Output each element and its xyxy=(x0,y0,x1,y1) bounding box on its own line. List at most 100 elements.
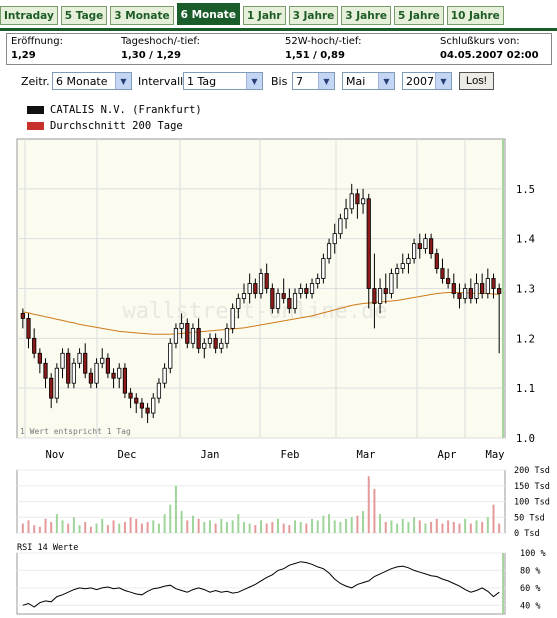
candle-body xyxy=(298,288,303,294)
price-tick-label: 1.4 xyxy=(516,234,535,246)
volume-bar xyxy=(396,523,399,533)
volume-bar xyxy=(101,518,104,533)
tab-0[interactable]: Intraday xyxy=(0,6,58,25)
volume-bar xyxy=(67,523,70,533)
volume-bar xyxy=(407,521,410,533)
candle-body xyxy=(207,337,213,344)
price-tick-label: 1.5 xyxy=(516,184,535,196)
volume-bar xyxy=(367,476,370,533)
tab-1[interactable]: 5 Tage xyxy=(60,6,108,25)
candle-body xyxy=(463,288,468,299)
volume-bar xyxy=(311,518,314,533)
volume-bar xyxy=(362,510,365,533)
volume-bar xyxy=(492,504,495,533)
volume-bar xyxy=(447,520,450,533)
rsi-tick-label: 80 % xyxy=(520,566,540,576)
tab-7[interactable]: 5 Jahre xyxy=(394,6,444,25)
candle-body xyxy=(185,322,190,344)
candle-body xyxy=(151,397,156,414)
week52-value: 1,51 / 0,89 xyxy=(285,50,345,61)
price-tick-label: 1.1 xyxy=(516,383,535,395)
volume-bar xyxy=(486,517,489,533)
candle-body xyxy=(26,317,31,339)
volume-bar xyxy=(231,520,234,533)
open-cell: Eröffnung: 1,29 xyxy=(11,36,63,61)
volume-bar xyxy=(294,520,297,533)
volume-bar xyxy=(424,523,427,533)
candle-body xyxy=(355,193,360,205)
price-tick-label: 1.3 xyxy=(516,284,535,296)
candle-body xyxy=(179,322,184,329)
volume-bar xyxy=(106,525,109,533)
rsi-line xyxy=(22,561,500,608)
candle-body xyxy=(292,293,298,309)
volume-bar xyxy=(458,523,461,533)
go-button[interactable]: Los! xyxy=(459,72,494,90)
volume-bar xyxy=(379,514,382,533)
candle-body xyxy=(349,193,354,210)
candle-body xyxy=(315,278,320,284)
x-tick-label: Apr xyxy=(438,449,457,461)
tab-6[interactable]: 3 Jahre xyxy=(341,6,392,25)
x-tick-label: Jan xyxy=(201,449,220,461)
candle-body xyxy=(400,263,405,269)
zeitraum-select[interactable]: 6 Monate ▼ xyxy=(52,72,132,90)
intervall-select[interactable]: 1 Tag ▼ xyxy=(183,72,263,90)
candle-body xyxy=(190,327,196,344)
candle-body xyxy=(497,288,502,294)
candle-body xyxy=(20,313,25,319)
tab-4[interactable]: 1 Jahr xyxy=(242,6,286,25)
volume-bar xyxy=(21,523,24,533)
candle-body xyxy=(156,382,162,399)
candle-body xyxy=(389,273,394,294)
tab-2[interactable]: 3 Monate xyxy=(110,6,174,25)
volume-bar xyxy=(123,521,126,533)
tab-3[interactable]: 6 Monate xyxy=(176,3,240,25)
volume-bar xyxy=(254,525,257,533)
tab-5[interactable]: 3 Jahre xyxy=(288,6,339,25)
candle-body xyxy=(366,198,371,289)
month-select[interactable]: Mai ▼ xyxy=(342,72,395,90)
candle-body xyxy=(54,367,59,399)
candle-body xyxy=(281,293,286,299)
candle-body xyxy=(451,283,456,294)
year-select[interactable]: 2007 ▼ xyxy=(402,72,452,90)
volume-bar xyxy=(157,523,160,533)
candle-body xyxy=(213,337,218,349)
close-cell: Schlußkurs von: 04.05.2007 02:00 xyxy=(440,36,539,61)
volume-bar xyxy=(441,523,444,533)
volume-bar xyxy=(481,521,484,533)
period-tabs: Intraday 5 Tage 3 Monate 6 Monate 1 Jahr 3 Ja… xyxy=(0,3,504,28)
tab-8[interactable]: 10 Jahre xyxy=(446,6,504,25)
volume-bar xyxy=(214,523,217,533)
day-select[interactable]: 7 ▼ xyxy=(292,72,335,90)
volume-bar xyxy=(305,523,308,533)
volume-bar xyxy=(475,520,478,533)
volume-bar xyxy=(299,521,302,533)
volume-bar xyxy=(89,526,92,533)
candle-body xyxy=(394,268,400,274)
rsi-tick-label: 100 % xyxy=(520,549,546,559)
volume-bar xyxy=(44,518,47,533)
candle-body xyxy=(71,362,76,384)
volume-bar xyxy=(169,504,172,533)
candle-body xyxy=(309,283,315,294)
dayrange-label: Tageshoch/-tief: xyxy=(121,36,200,47)
candle-body xyxy=(270,288,275,309)
candle-body xyxy=(247,283,252,294)
candle-body xyxy=(372,288,377,304)
volume-bar xyxy=(242,521,245,533)
intervall-label: Intervall xyxy=(138,75,184,88)
candle-body xyxy=(275,293,281,309)
volume-bar xyxy=(452,521,455,533)
volume-bar xyxy=(191,515,194,533)
candle-body xyxy=(440,268,445,279)
x-tick-label: Feb xyxy=(281,449,300,461)
volume-bar xyxy=(78,525,81,533)
volume-tick-label: 100 Tsd xyxy=(514,498,550,508)
candle-body xyxy=(480,283,485,294)
candle-body xyxy=(423,238,428,250)
candle-body xyxy=(474,283,479,299)
candle-body xyxy=(117,367,122,379)
quote-info-box: Eröffnung: 1,29 Tageshoch/-tief: 1,30 / … xyxy=(6,33,552,65)
